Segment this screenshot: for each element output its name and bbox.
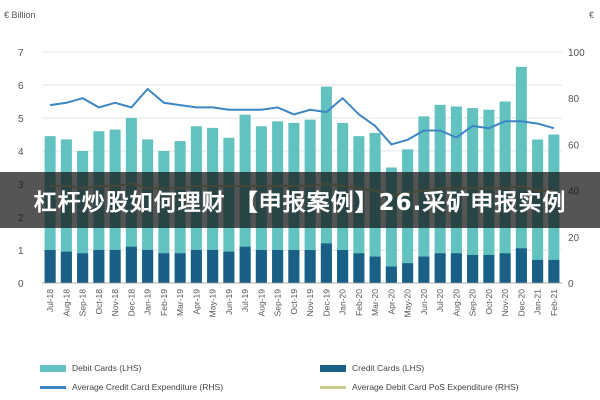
x-tick-label: Aug-20 [451, 289, 461, 317]
axes: 01234567020406080100Jul-18Aug-18Sep-18Oc… [18, 48, 585, 317]
x-tick-label: Feb-20 [354, 289, 364, 316]
legend-swatch-credit-exp [40, 385, 66, 389]
x-tick-label: Oct-20 [484, 289, 494, 315]
credit-bar [288, 250, 300, 283]
legend-label-credit: Credit Cards (LHS) [352, 363, 425, 373]
left-tick-label: 7 [18, 48, 24, 59]
credit-bar [532, 259, 544, 283]
credit-bar [77, 253, 89, 283]
credit-bar [207, 250, 219, 283]
x-tick-label: May-20 [403, 289, 413, 318]
credit-bar [418, 256, 430, 283]
credit-bar [467, 254, 479, 283]
credit-bar [483, 254, 495, 283]
credit-bar [158, 253, 170, 283]
x-tick-label: Jan-19 [143, 289, 153, 315]
legend-item-debit-pos: Average Debit Card PoS Expenditure (RHS) [320, 382, 519, 392]
x-tick-label: Nov-18 [110, 289, 120, 317]
x-tick-label: Sep-20 [468, 289, 478, 317]
credit-bar [499, 253, 511, 283]
right-tick-label: 60 [568, 140, 580, 151]
x-tick-label: Dec-18 [126, 289, 136, 317]
credit-bar [402, 263, 414, 283]
overlay-banner: 杠杆炒股如何理财 【申报案例】26.采矿申报实例 [0, 172, 600, 228]
credit-bar [434, 253, 446, 283]
x-tick-label: Mar-20 [370, 289, 380, 316]
credit-bar [174, 253, 186, 283]
legend-label-credit-exp: Average Credit Card Expenditure (RHS) [72, 382, 224, 392]
x-tick-label: Jul-19 [240, 289, 250, 312]
x-tick-label: May-19 [208, 289, 218, 318]
left-tick-label: 4 [18, 147, 24, 158]
credit-bar [369, 256, 381, 283]
left-axis-unit: € Billion [4, 10, 36, 20]
legend-swatch-debit [40, 364, 66, 372]
x-tick-label: Sep-19 [273, 289, 283, 317]
right-tick-label: 100 [568, 48, 585, 59]
credit-bar [125, 246, 137, 283]
left-tick-label: 6 [18, 81, 24, 92]
left-tick-label: 1 [18, 246, 24, 257]
credit-bar [44, 250, 56, 283]
right-axis-unit: € [588, 10, 594, 20]
legend: Debit Cards (LHS) Credit Cards (LHS) Ave… [0, 355, 600, 400]
x-tick-label: Aug-19 [256, 289, 266, 317]
credit-bar [515, 248, 527, 283]
credit-bar [239, 246, 251, 283]
credit-bar [223, 251, 235, 283]
x-tick-label: Oct-18 [94, 289, 104, 315]
x-tick-label: Jan-20 [338, 289, 348, 315]
credit-bar [109, 250, 121, 283]
legend-item-credit-exp: Average Credit Card Expenditure (RHS) [40, 382, 223, 392]
x-tick-label: Dec-20 [516, 289, 526, 317]
credit-bar [60, 251, 72, 283]
x-tick-label: Dec-19 [321, 289, 331, 317]
x-tick-label: Feb-21 [549, 289, 559, 316]
legend-label-debit: Debit Cards (LHS) [72, 363, 142, 373]
credit-bar [385, 266, 397, 283]
credit-bar [450, 253, 462, 283]
x-tick-label: Aug-18 [61, 289, 71, 317]
x-tick-label: Jul-20 [435, 289, 445, 312]
x-tick-label: Feb-19 [159, 289, 169, 316]
legend-label-debit-pos: Average Debit Card PoS Expenditure (RHS) [352, 382, 519, 392]
x-tick-label: Jul-18 [45, 289, 55, 312]
x-tick-label: Apr-20 [386, 289, 396, 315]
x-tick-label: Oct-19 [289, 289, 299, 315]
x-tick-label: Jun-19 [224, 289, 234, 315]
credit-bar [255, 250, 267, 283]
credit-bar [190, 250, 202, 283]
x-tick-label: Apr-19 [191, 289, 201, 315]
x-tick-label: Sep-18 [78, 289, 88, 317]
banner-text: 杠杆炒股如何理财 【申报案例】26.采矿申报实例 [33, 190, 567, 216]
x-tick-label: Jan-21 [533, 289, 543, 315]
left-tick-label: 5 [18, 114, 24, 125]
x-tick-label: Mar-19 [175, 289, 185, 316]
right-tick-label: 20 [568, 233, 580, 244]
x-tick-label: Nov-19 [305, 289, 315, 317]
legend-swatch-debit-pos [320, 385, 346, 389]
credit-bar [320, 243, 332, 283]
right-tick-label: 0 [568, 279, 574, 290]
credit-expenditure-line [49, 87, 555, 146]
credit-bar [272, 250, 284, 283]
credit-bar [353, 253, 365, 283]
x-tick-label: Nov-20 [500, 289, 510, 317]
credit-bar [304, 250, 316, 283]
legend-item-debit: Debit Cards (LHS) [40, 363, 141, 373]
legend-swatch-credit [320, 364, 346, 372]
legend-item-credit: Credit Cards (LHS) [320, 363, 424, 373]
credit-bar [142, 250, 154, 283]
credit-bar [93, 250, 105, 283]
credit-bar [337, 250, 349, 283]
credit-bar [548, 259, 560, 283]
x-tick-label: Jun-20 [419, 289, 429, 315]
right-tick-label: 80 [568, 94, 580, 105]
left-tick-label: 0 [18, 279, 24, 290]
